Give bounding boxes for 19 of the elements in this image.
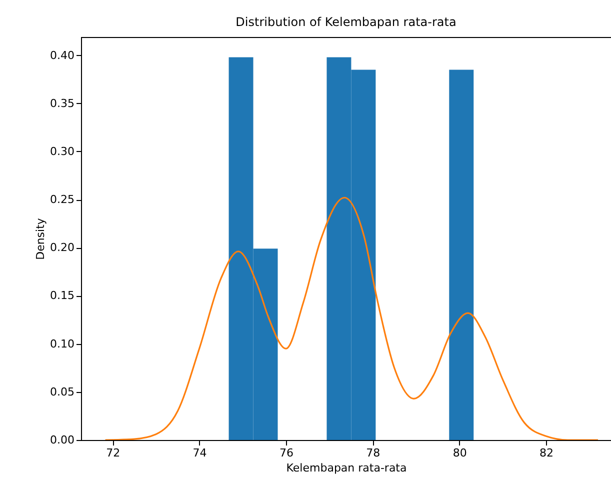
x-tick-label: 78 [366,446,380,460]
x-tick-label: 80 [452,446,467,460]
y-tick-label: 0.15 [50,289,74,302]
y-tick-label: 0.20 [50,241,74,254]
x-tick-label: 76 [279,446,294,460]
x-tick-label: 74 [192,446,207,460]
x-tick-label: 82 [539,446,554,460]
y-tick-label: 0.40 [50,48,74,62]
x-tick-label: 72 [106,446,120,460]
y-axis-title: Density [34,218,48,260]
x-axis-title: Kelembapan rata-rata [286,462,407,474]
y-tick-label: 0.35 [50,96,74,110]
y-tick-label: 0.25 [50,193,74,206]
y-tick-label: 0.10 [50,337,74,350]
y-tick-label: 0.30 [50,144,74,158]
chart-title: Distribution of Kelembapan rata-rata [236,15,456,29]
y-tick-label: 0.05 [50,385,74,398]
y-tick-label: 0.00 [50,434,74,446]
line-series [104,196,599,440]
